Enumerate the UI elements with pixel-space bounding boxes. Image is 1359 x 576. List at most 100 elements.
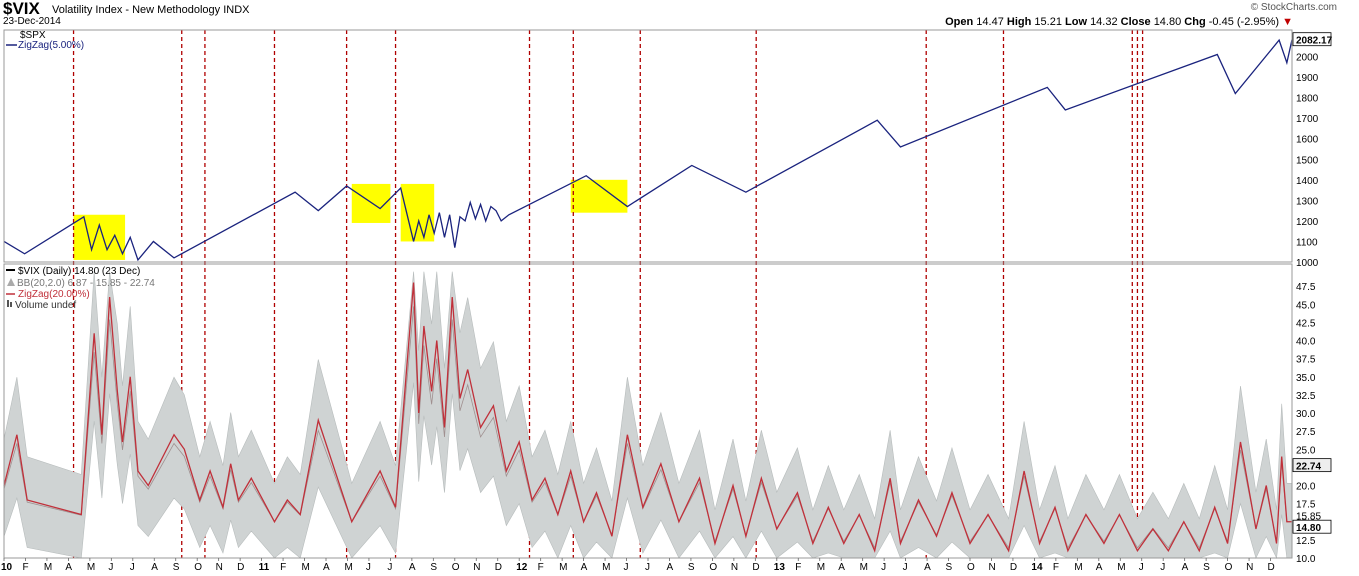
xtick-45: O <box>967 562 975 573</box>
xtick-42: J <box>903 562 908 573</box>
vix-ytick-0: 10.0 <box>1296 554 1316 565</box>
xtick-3: A <box>65 562 72 573</box>
xtick-6: J <box>130 562 135 573</box>
xtick-19: A <box>409 562 416 573</box>
xtick-53: J <box>1139 562 1144 573</box>
vix-ytick-13: 42.5 <box>1296 318 1316 329</box>
highlight-boxes <box>73 179 628 260</box>
chg-label: Chg <box>1184 16 1206 28</box>
xtick-37: F <box>795 562 801 573</box>
xtick-18: J <box>387 562 392 573</box>
spx-ytick-9: 1900 <box>1296 73 1319 84</box>
axes: 1000 1100 1200 1300 1400 1500 1600 1700 1800 1900… <box>1 29 1333 573</box>
highlight-box-2 <box>400 183 435 242</box>
xtick-4: M <box>87 562 95 573</box>
xtick-31: A <box>666 562 673 573</box>
high-label: High <box>1006 16 1032 28</box>
xtick-25: F <box>538 562 544 573</box>
xtick-8: S <box>173 562 180 573</box>
xtick-32: S <box>688 562 695 573</box>
xtick-12: 11 <box>259 562 270 573</box>
stockcharts-logo[interactable]: © StockCharts.com <box>1250 2 1337 13</box>
vix-ytick-15: 47.5 <box>1296 282 1316 293</box>
open-value: 14.47 <box>976 16 1004 28</box>
legend-vix-zigzag: ZigZag(20.00%) <box>18 289 90 300</box>
chg-value: -0.45 (-2.95%) <box>1208 16 1280 28</box>
spx-ytick-1: 1100 <box>1296 237 1318 248</box>
spx-ytick-8: 1800 <box>1296 94 1319 105</box>
spx-ytick-0: 1000 <box>1296 258 1319 269</box>
xtick-2: M <box>44 562 52 573</box>
spx-zigzag-line <box>3 38 1293 262</box>
vix-panel <box>3 271 1293 560</box>
vix-zigzag-line <box>3 282 1292 553</box>
vix-ytick-6: 25.0 <box>1296 445 1316 456</box>
xtick-46: N <box>988 562 995 573</box>
xtick-14: M <box>302 562 310 573</box>
xtick-54: J <box>1160 562 1165 573</box>
vix-upper-band-value: 22.74 <box>1296 462 1321 473</box>
xtick-44: S <box>946 562 953 573</box>
vix-ytick-11: 37.5 <box>1296 355 1316 366</box>
vix-ytick-12: 40.0 <box>1296 337 1316 348</box>
xtick-5: J <box>108 562 113 573</box>
xtick-15: A <box>323 562 330 573</box>
xtick-38: M <box>817 562 825 573</box>
xtick-51: A <box>1096 562 1103 573</box>
xtick-47: D <box>1010 562 1017 573</box>
spx-ytick-10: 2000 <box>1296 53 1319 64</box>
close-label: Close <box>1120 16 1151 28</box>
xtick-57: O <box>1225 562 1233 573</box>
low-label: Low <box>1065 16 1087 28</box>
xtick-40: M <box>860 562 868 573</box>
close-value: 14.80 <box>1153 16 1182 28</box>
spx-panel <box>3 38 1293 262</box>
vix-ytick-8: 30.0 <box>1296 409 1316 420</box>
xtick-7: A <box>151 562 158 573</box>
symbol-description: Volatility Index - New Methodology INDX <box>52 4 250 16</box>
xtick-27: A <box>581 562 588 573</box>
vix-ytick-4: 20.0 <box>1296 482 1316 493</box>
xtick-58: N <box>1246 562 1253 573</box>
vertical-markers <box>72 30 1144 558</box>
legend-volume: Volume undef <box>15 300 76 311</box>
spx-ytick-6: 1600 <box>1296 135 1319 146</box>
vix-ytick-10: 35.0 <box>1296 373 1316 384</box>
legend-vix: $VIX (Daily) 14.80 (23 Dec) <box>18 266 140 277</box>
vix-ytick-9: 32.5 <box>1296 391 1316 402</box>
vix-ytick-7: 27.5 <box>1296 427 1316 438</box>
spx-panel-frame <box>3 29 1293 263</box>
xtick-23: D <box>495 562 502 573</box>
ohlc-readout: Open 14.47 High 15.21 Low 14.32 Close 14… <box>945 16 1293 28</box>
spx-last-value-box <box>1292 32 1332 47</box>
xtick-50: M <box>1074 562 1082 573</box>
xtick-30: J <box>645 562 650 573</box>
xtick-35: D <box>752 562 759 573</box>
spx-ytick-7: 1700 <box>1296 114 1319 125</box>
vix-ytick-3: 17.5 <box>1296 500 1316 511</box>
xtick-1: F <box>22 562 28 573</box>
vix-ytick-1: 12.5 <box>1296 536 1316 547</box>
spx-ytick-2: 1200 <box>1296 217 1319 228</box>
xtick-56: S <box>1203 562 1210 573</box>
xtick-9: O <box>194 562 202 573</box>
xtick-36: 13 <box>774 562 786 573</box>
legend-spx: $SPX <box>20 30 46 41</box>
high-value: 15.21 <box>1034 16 1062 28</box>
xtick-34: N <box>731 562 738 573</box>
chart-date: 23-Dec-2014 <box>3 16 61 27</box>
xtick-24: 12 <box>516 562 528 573</box>
xtick-13: F <box>280 562 286 573</box>
xtick-20: S <box>430 562 437 573</box>
vix-legend: $VIX (Daily) 14.80 (23 Dec) BB(20,2.0) 6… <box>6 266 155 311</box>
xtick-11: D <box>237 562 244 573</box>
spx-ytick-3: 1300 <box>1296 196 1319 207</box>
vix-middle-band-value: 15.85 <box>1296 512 1321 523</box>
xtick-10: N <box>216 562 223 573</box>
xtick-26: M <box>559 562 567 573</box>
xtick-22: N <box>473 562 480 573</box>
legend-volume-swatch <box>7 300 9 307</box>
spx-ytick-5: 1500 <box>1296 155 1319 166</box>
xtick-48: 14 <box>1031 562 1043 573</box>
